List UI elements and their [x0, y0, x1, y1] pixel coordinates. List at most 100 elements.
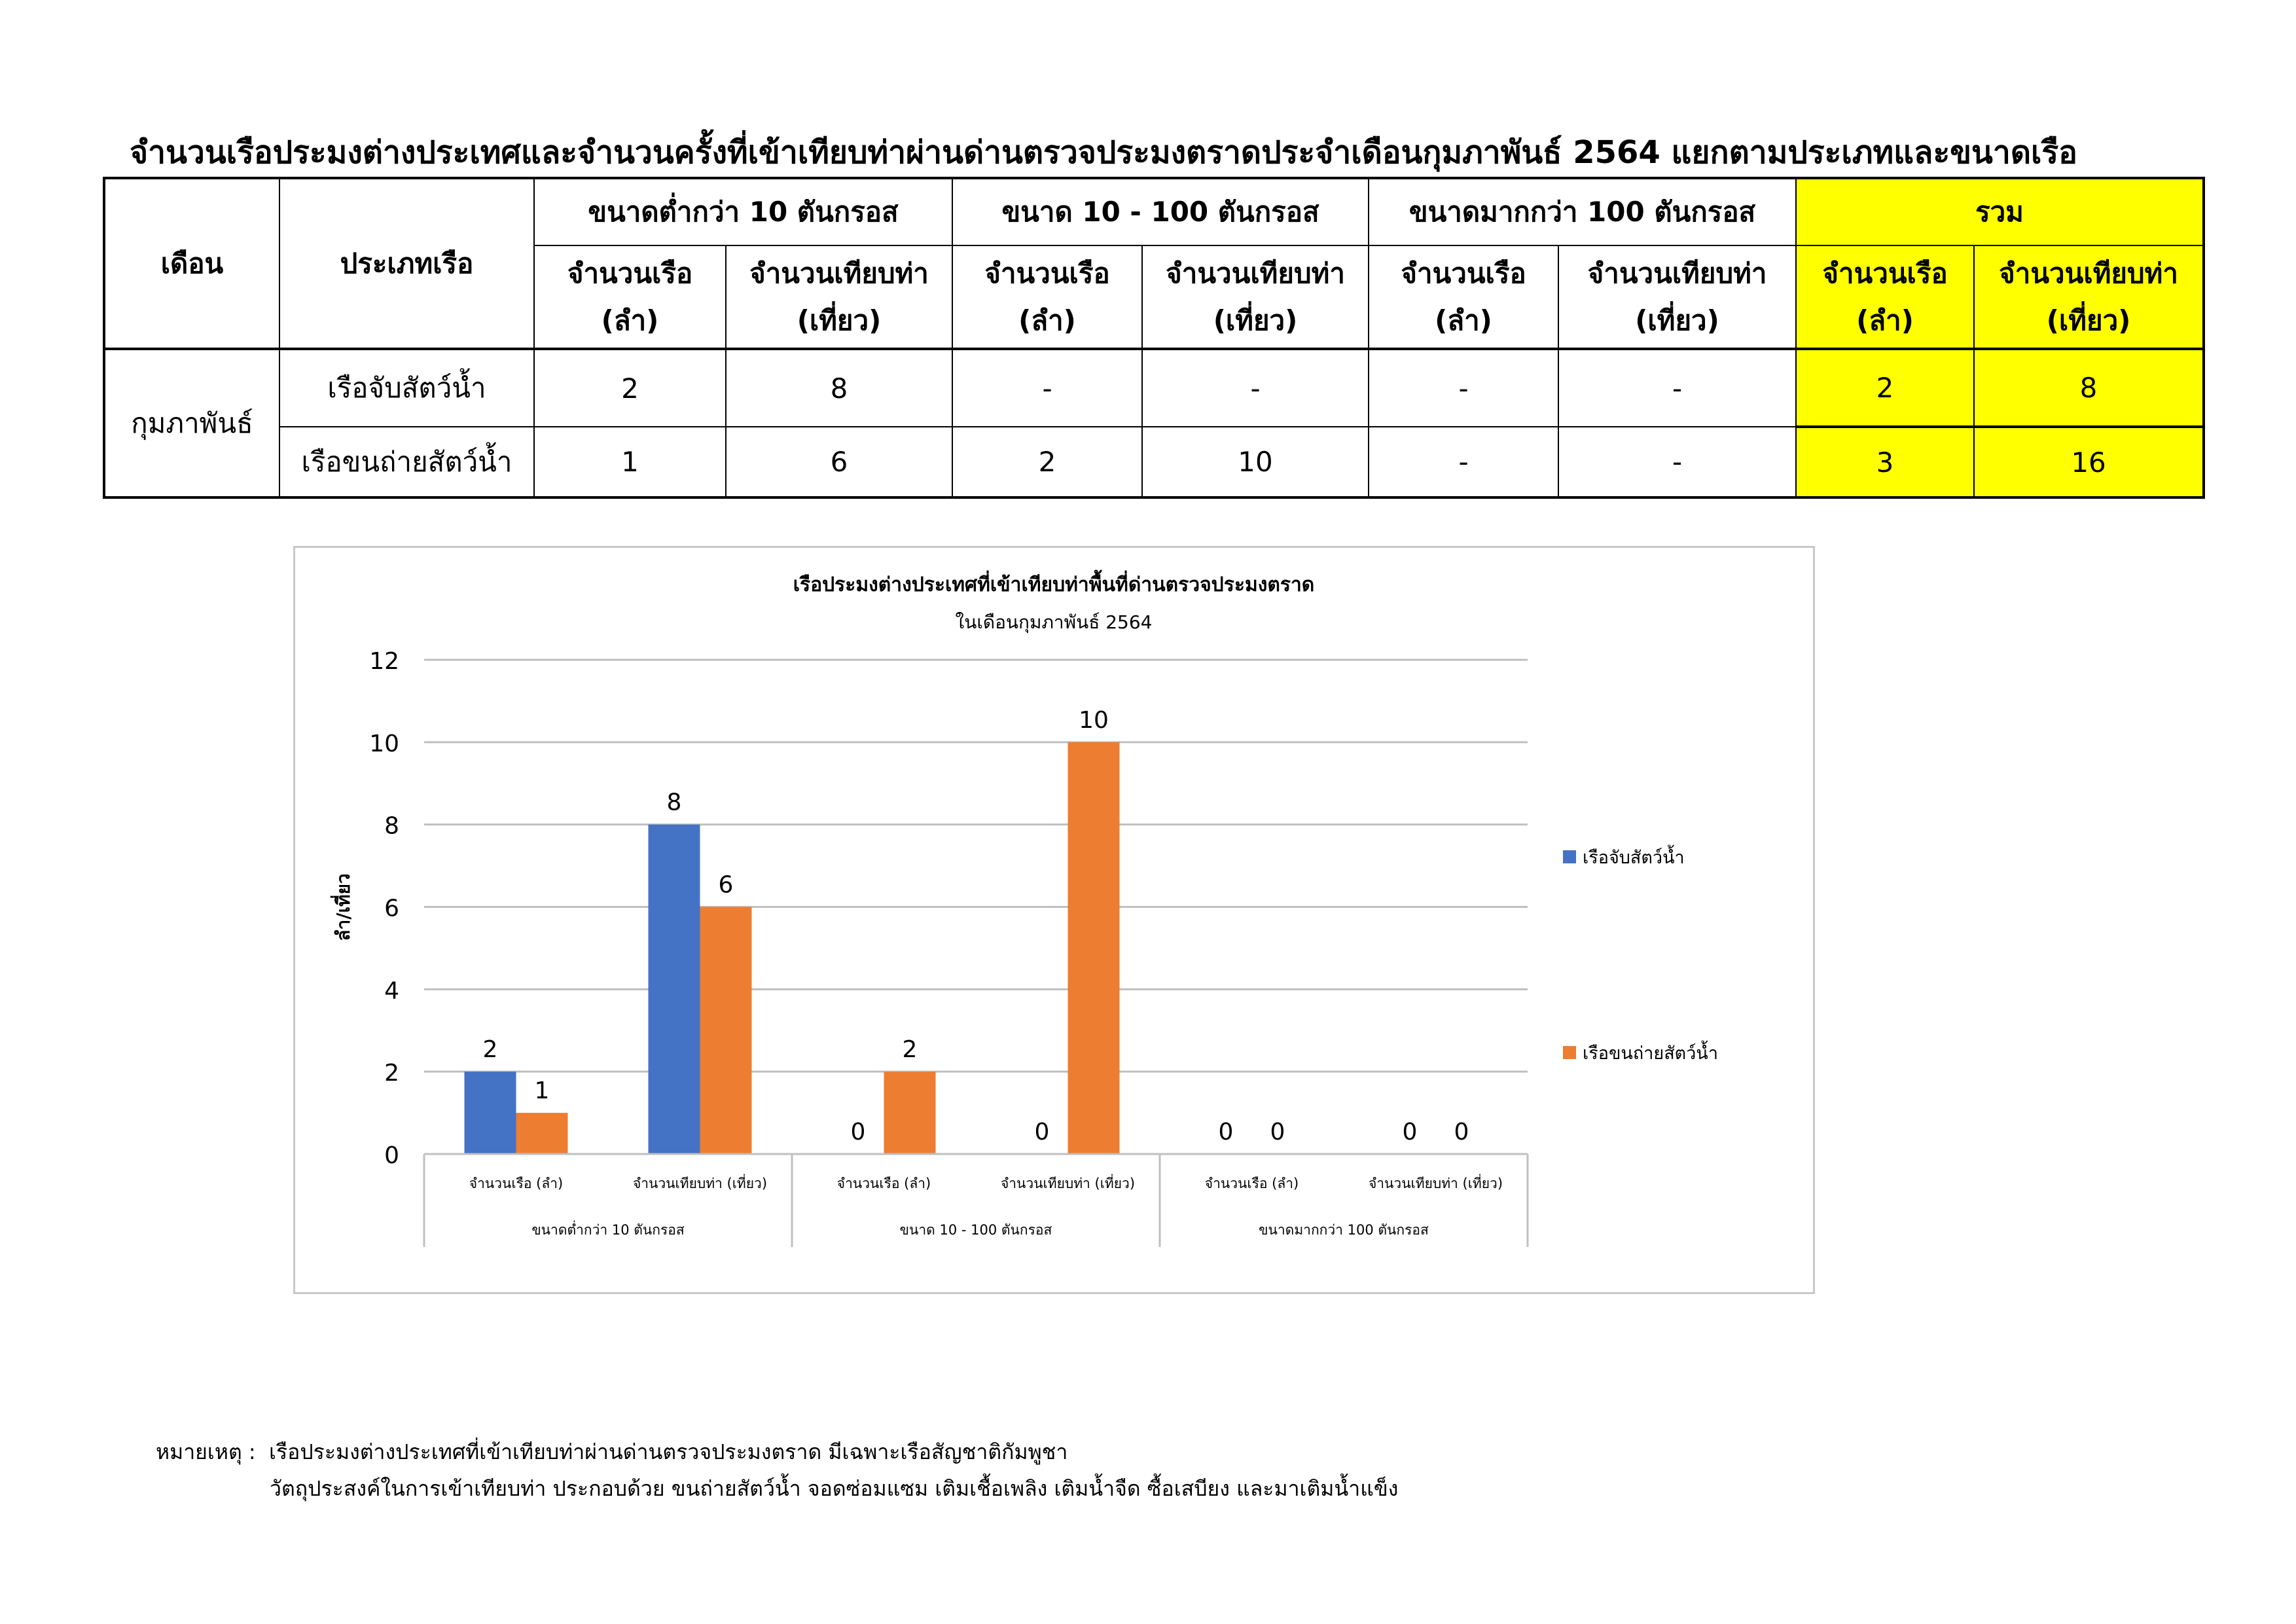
header-label: จำนวนเทียบท่า	[1166, 257, 1345, 289]
data-label: 10	[1079, 707, 1109, 734]
table-row: เรือขนถ่ายสัตว์น้ำ 1 6 2 10- -3 16	[104, 425, 2206, 499]
y-axis-label: ลำ/เที่ยว	[330, 873, 354, 941]
data-label: 2	[903, 1036, 918, 1063]
value-cell: 2	[952, 426, 1143, 499]
value-cell: -	[1368, 348, 1560, 427]
y-tick-label: 10	[369, 731, 399, 757]
y-tick-label: 0	[384, 1142, 399, 1169]
legend-swatch	[1563, 1046, 1576, 1059]
header-group-10-100: ขนาด 10 - 100 ตันกรอส	[952, 177, 1370, 246]
value-cell: -	[1368, 426, 1560, 499]
chart-frame	[293, 546, 1815, 1294]
header-boat-count: จำนวนเรือ (ลำ)	[1795, 245, 1975, 350]
value-cell: 2	[533, 348, 726, 427]
header-unit: (ลำ)	[1435, 304, 1492, 336]
header-group-over-100: ขนาดมากกว่า 100 ตันกรอส	[1368, 177, 1797, 246]
header-unit: (เที่ยว)	[2046, 304, 2131, 336]
x-tick-label: จำนวนเทียบท่า (เที่ยว)	[1369, 1174, 1503, 1191]
header-boat-count: จำนวนเรือ (ลำ)	[1368, 245, 1560, 350]
y-tick-label: 8	[384, 813, 399, 840]
footnote-line-2: วัตถุประสงค์ในการเข้าเทียบท่า ประกอบด้วย…	[270, 1476, 1399, 1501]
boat-type-cell: เรือจับสัตว์น้ำ	[279, 348, 535, 427]
header-label: จำนวนเรือ	[1822, 257, 1948, 289]
total-cell: 3	[1795, 425, 1975, 499]
value-cell: 8	[725, 348, 954, 427]
bar-transfer	[1067, 742, 1120, 1154]
data-label: 6	[719, 872, 734, 899]
data-label: 0	[1270, 1119, 1285, 1146]
header-label: จำนวนเทียบท่า	[1587, 257, 1767, 289]
y-tick-label: 4	[384, 977, 399, 1004]
bar-transfer	[516, 1113, 568, 1154]
boat-type-cell: เรือขนถ่ายสัตว์น้ำ	[279, 426, 535, 499]
header-label: จำนวนเรือ	[567, 257, 693, 289]
value-cell: -	[952, 348, 1143, 427]
legend-swatch	[1563, 850, 1576, 863]
page-title: จำนวนเรือประมงต่างประเทศและจำนวนครั้งที่…	[130, 134, 2077, 171]
y-tick-label: 6	[384, 895, 399, 922]
x-group-label: ขนาดมากกว่า 100 ตันกรอส	[1259, 1222, 1429, 1238]
month-cell: กุมภาพันธ์	[103, 348, 280, 499]
header-boat-count: จำนวนเรือ (ลำ)	[952, 245, 1143, 350]
value-cell: -	[1558, 348, 1797, 427]
header-group-total: รวม	[1795, 177, 2206, 246]
header-trip-count: จำนวนเทียบท่า (เที่ยว)	[1973, 245, 2206, 350]
summary-table: เดือน ประเภทเรือ ขนาดต่ำกว่า 10 ตันกรอส …	[103, 177, 2206, 499]
chart-subtitle: ในเดือนกุมภาพันธ์ 2564	[956, 611, 1153, 634]
total-cell: 8	[1973, 348, 2206, 428]
x-tick-label: จำนวนเรือ (ลำ)	[837, 1176, 931, 1191]
data-label: 2	[483, 1036, 498, 1063]
header-boat-type: ประเภทเรือ	[279, 177, 535, 350]
data-label: 0	[1035, 1119, 1050, 1146]
total-cell: 16	[1973, 425, 2206, 499]
x-tick-label: จำนวนเรือ (ลำ)	[1205, 1176, 1299, 1191]
header-unit: (เที่ยว)	[1635, 304, 1719, 336]
header-unit: (เที่ยว)	[797, 304, 882, 336]
data-label: 1	[535, 1077, 550, 1104]
data-label: 0	[1454, 1119, 1469, 1146]
legend-label: เรือจับสัตว์น้ำ	[1583, 844, 1685, 868]
x-group-label: ขนาด 10 - 100 ตันกรอส	[900, 1222, 1052, 1238]
header-label: จำนวนเทียบท่า	[1999, 257, 2178, 289]
bar-transfer	[884, 1072, 936, 1154]
value-cell: -	[1558, 426, 1797, 499]
footnote-label: หมายเหตุ :	[156, 1439, 256, 1464]
legend-label: เรือขนถ่ายสัตว์น้ำ	[1583, 1040, 1718, 1064]
header-label: จำนวนเทียบท่า	[749, 257, 929, 289]
header-month: เดือน	[103, 177, 280, 350]
x-tick-label: จำนวนเทียบท่า (เที่ยว)	[1001, 1174, 1135, 1191]
data-label: 8	[667, 789, 682, 816]
data-label: 0	[1219, 1119, 1234, 1146]
total-cell: 2	[1795, 348, 1975, 428]
header-unit: (ลำ)	[1856, 304, 1914, 336]
data-label: 0	[851, 1119, 866, 1146]
value-cell: -	[1141, 348, 1370, 427]
value-cell: 10	[1141, 426, 1370, 499]
table-row: กุมภาพันธ์ เรือจับสัตว์น้ำ 2 8- - - -2 8	[103, 348, 2206, 499]
header-unit: (ลำ)	[601, 304, 659, 336]
header-group-under-10: ขนาดต่ำกว่า 10 ตันกรอส	[533, 177, 954, 246]
bar-transfer	[700, 907, 752, 1154]
value-cell: 1	[533, 426, 726, 499]
value-cell: 6	[725, 426, 954, 499]
chart-title: เรือประมงต่างประเทศที่เข้าเทียบท่าพื้นที…	[793, 569, 1315, 596]
bar-fishing	[648, 824, 700, 1154]
footnote: หมายเหตุ : เรือประมงต่างประเทศที่เข้าเที…	[156, 1434, 1398, 1507]
footnote-line-1: เรือประมงต่างประเทศที่เข้าเทียบท่าผ่านด่…	[269, 1439, 1068, 1464]
x-tick-label: จำนวนเรือ (ลำ)	[469, 1176, 563, 1191]
bar-fishing	[464, 1072, 516, 1154]
header-label: จำนวนเรือ	[984, 257, 1110, 289]
header-boat-count: จำนวนเรือ (ลำ)	[533, 245, 726, 350]
header-unit: (เที่ยว)	[1213, 304, 1298, 336]
data-label: 0	[1403, 1119, 1418, 1146]
y-tick-label: 2	[384, 1060, 399, 1087]
y-tick-label: 12	[369, 648, 399, 675]
header-trip-count: จำนวนเทียบท่า (เที่ยว)	[1558, 245, 1797, 350]
header-unit: (ลำ)	[1018, 304, 1076, 336]
x-tick-label: จำนวนเทียบท่า (เที่ยว)	[633, 1174, 767, 1191]
header-trip-count: จำนวนเทียบท่า (เที่ยว)	[1141, 245, 1370, 350]
x-group-label: ขนาดต่ำกว่า 10 ตันกรอส	[531, 1220, 685, 1238]
header-label: จำนวนเรือ	[1401, 257, 1526, 289]
header-trip-count: จำนวนเทียบท่า (เที่ยว)	[725, 245, 954, 350]
